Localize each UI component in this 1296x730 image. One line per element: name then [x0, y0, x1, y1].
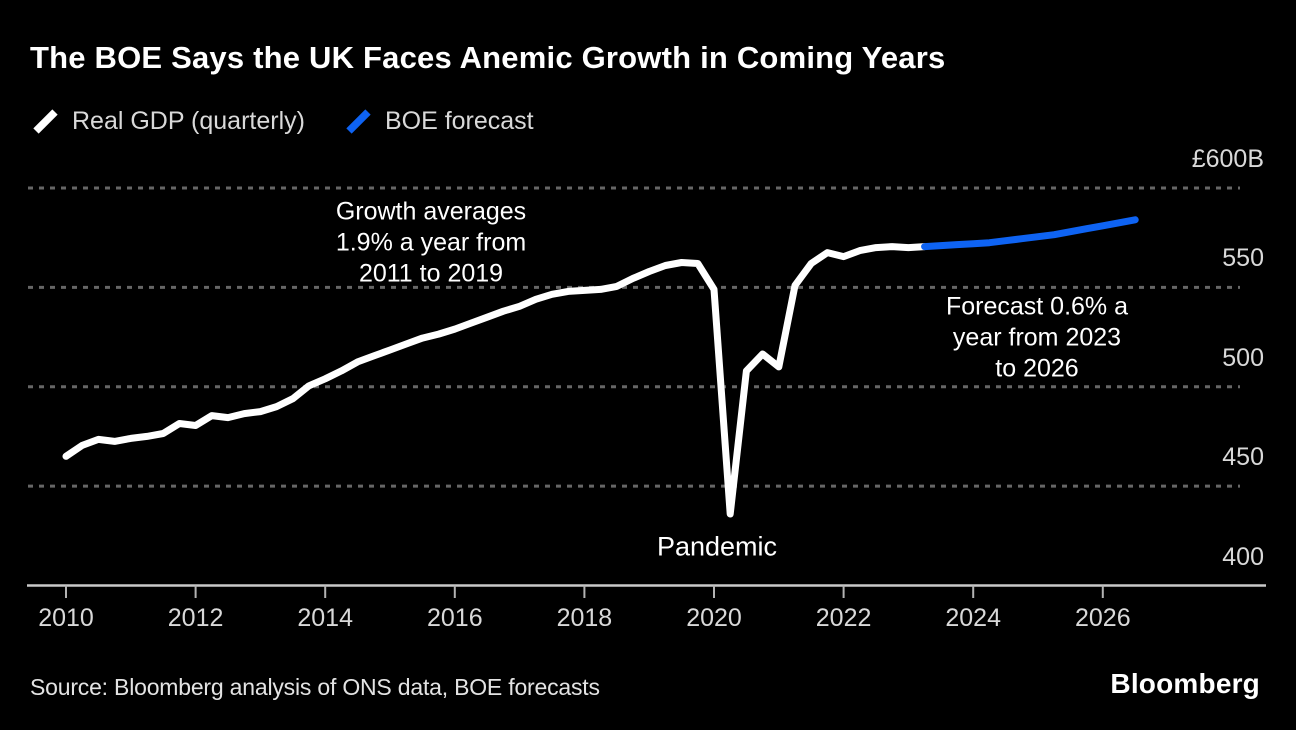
x-axis-label-2012: 2012 — [167, 604, 224, 632]
x-axis-label-2010: 2010 — [38, 604, 94, 632]
legend-label-gdp: Real GDP (quarterly) — [72, 106, 305, 135]
x-axis-label-2022: 2022 — [815, 604, 872, 632]
y-axis-label-600: £600B — [1191, 145, 1264, 173]
bloomberg-logo: Bloomberg — [1110, 668, 1260, 699]
forecast-line — [921, 216, 1139, 251]
legend: Real GDP (quarterly) BOE forecast — [30, 106, 534, 136]
legend-label-forecast: BOE forecast — [384, 106, 534, 135]
y-axis-label-400: 400 — [1222, 542, 1264, 571]
chart-title: The BOE Says the UK Faces Anemic Growth … — [30, 40, 946, 75]
x-axis-label-2014: 2014 — [297, 604, 353, 632]
y-axis-label-500: 500 — [1222, 343, 1264, 372]
source-text: Source: Bloomberg analysis of ONS data, … — [30, 674, 600, 700]
annotation-forecast: Forecast 0.6% a year from 2023 to 2026 — [945, 292, 1129, 383]
forecast-slash-icon — [346, 109, 371, 134]
x-axis-label-2026: 2026 — [1074, 604, 1131, 632]
x-axis-label-2016: 2016 — [426, 604, 483, 632]
legend-item-gdp: Real GDP (quarterly) — [30, 106, 305, 136]
annotation-pandemic: Pandemic — [656, 531, 778, 562]
y-axis-label-450: 450 — [1222, 443, 1264, 472]
x-axis-label-2018: 2018 — [556, 604, 613, 632]
x-axis-label-2024: 2024 — [945, 604, 1001, 632]
y-axis-label-550: 550 — [1222, 244, 1264, 273]
x-axis-label-2020: 2020 — [686, 604, 742, 632]
gdp-slash-icon — [33, 109, 58, 134]
annotation-growth-averages: Growth averages 1.9% a year from 2011 to… — [335, 197, 527, 288]
legend-item-forecast: BOE forecast — [343, 106, 534, 136]
gdp-line — [62, 243, 929, 518]
